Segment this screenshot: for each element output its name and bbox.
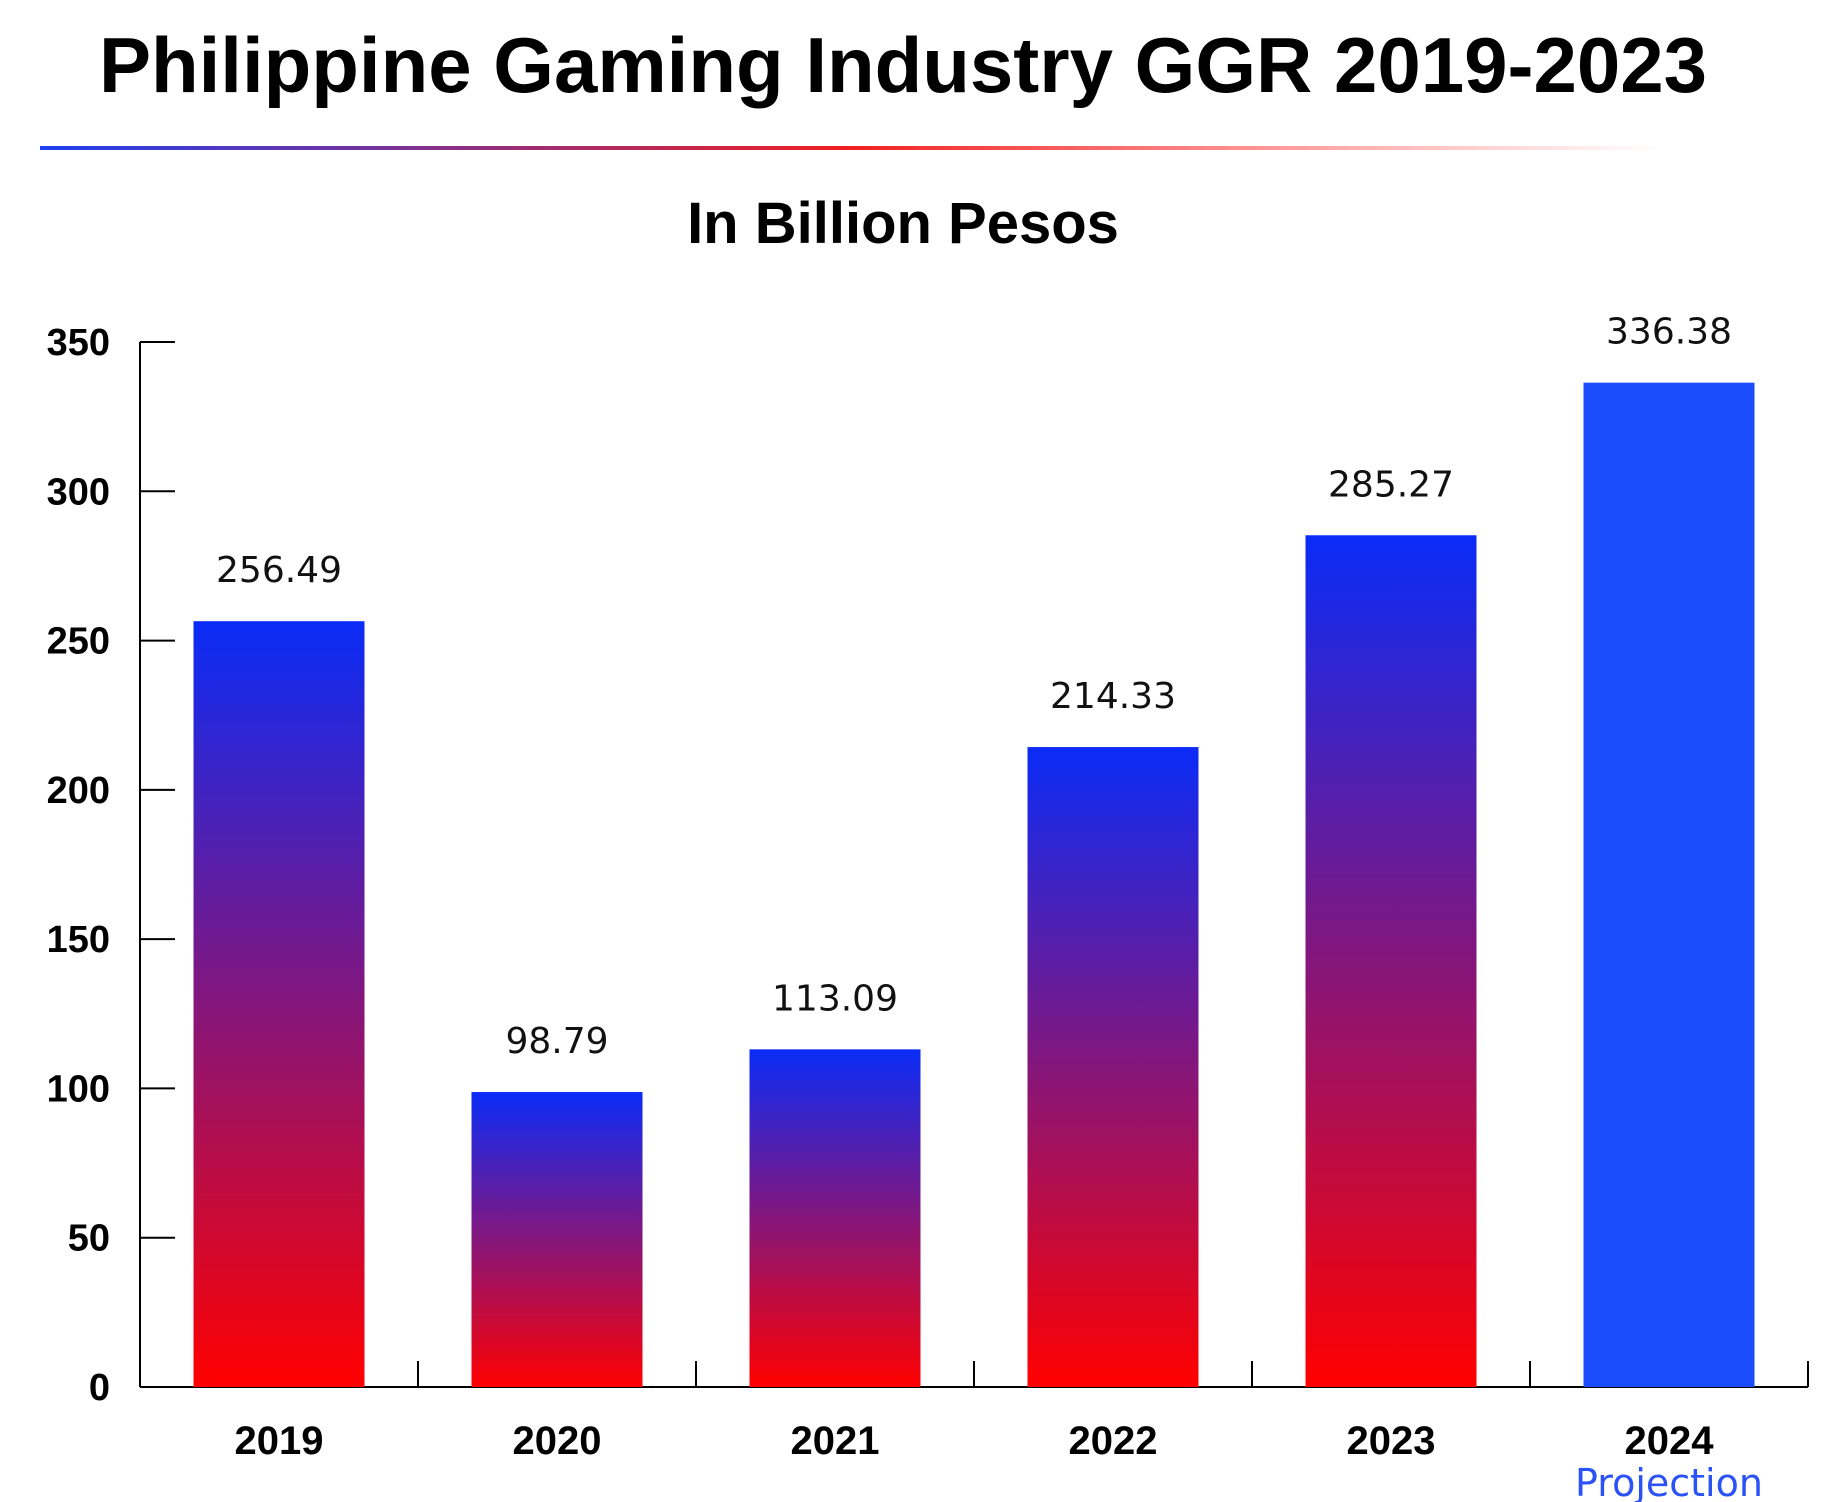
x-axis (140, 1361, 1809, 1388)
value-label-2022: 214.33 (1050, 676, 1176, 717)
x-tick-label-2020: 2020 (513, 1419, 602, 1463)
value-labels-group: 256.49 98.79 113.09 214.33 285.27 336.38 (216, 312, 1732, 1062)
y-tick-label: 350 (47, 322, 110, 364)
chart-subtitle: In Billion Pesos (687, 191, 1119, 256)
x-tick-label-2024: 2024 (1625, 1419, 1715, 1463)
bar-2024 (1583, 382, 1755, 1388)
projection-note: Projection (1575, 1461, 1763, 1502)
y-tick-label: 0 (89, 1367, 110, 1409)
x-tick-label-2021: 2021 (791, 1419, 880, 1463)
value-label-2023: 285.27 (1328, 464, 1454, 505)
chart-title: Philippine Gaming Industry GGR 2019-2023 (99, 21, 1707, 109)
value-label-2019: 256.49 (216, 550, 342, 591)
bar-2020 (471, 1092, 643, 1387)
bar-2021 (749, 1049, 921, 1387)
x-tick-label-2019: 2019 (235, 1419, 324, 1463)
bar-2019 (193, 621, 365, 1387)
bar-2022 (1027, 747, 1199, 1387)
y-tick-label: 300 (47, 471, 110, 513)
bar-2023 (1305, 535, 1477, 1387)
y-tick-label: 50 (68, 1218, 110, 1260)
value-label-2020: 98.79 (505, 1021, 608, 1062)
y-tick-label: 200 (47, 770, 110, 812)
bars-group (193, 382, 1755, 1388)
y-tick-label: 250 (47, 621, 110, 663)
x-tick-label-2023: 2023 (1347, 1419, 1436, 1463)
y-tick-label: 150 (47, 919, 110, 961)
value-label-2021: 113.09 (772, 978, 898, 1019)
x-tick-label-2022: 2022 (1069, 1419, 1158, 1463)
title-underline (40, 146, 1660, 150)
value-label-2024: 336.38 (1606, 312, 1732, 353)
y-tick-label: 100 (47, 1068, 110, 1110)
y-axis: 0 50 100 150 200 250 300 350 (47, 322, 175, 1409)
